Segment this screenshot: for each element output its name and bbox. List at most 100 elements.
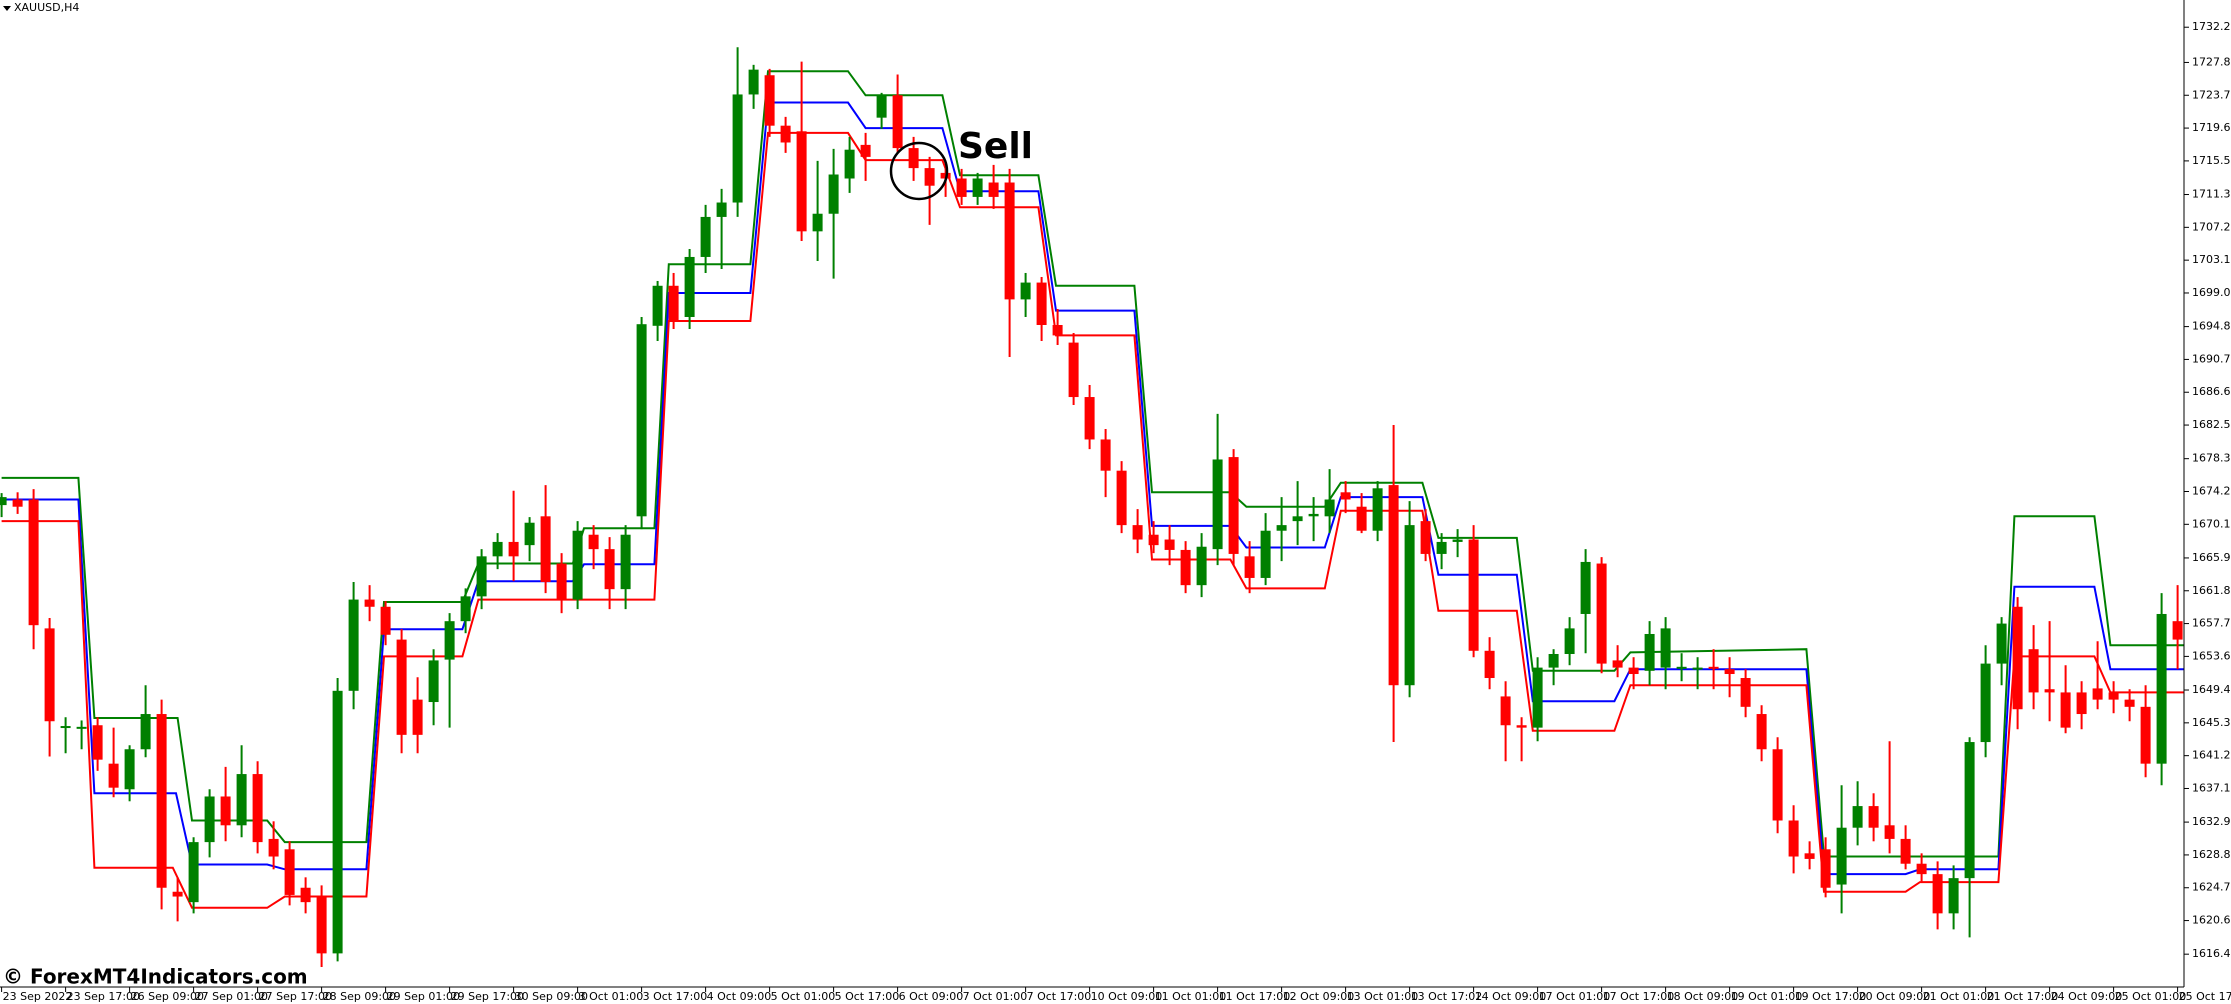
x-tick-label: 14 Oct 09:00: [1475, 990, 1547, 1003]
candle-body: [2108, 692, 2119, 700]
candle-body: [1660, 628, 1671, 668]
y-tick-label: 1699.00: [2192, 286, 2231, 299]
candle-body: [988, 182, 999, 197]
x-tick-label: 10 Oct 09:00: [1091, 990, 1163, 1003]
candle-body: [604, 549, 615, 590]
x-tick-label: 17 Oct 17:00: [1603, 990, 1675, 1003]
candle-body: [2092, 688, 2103, 700]
candle-body: [1420, 521, 1431, 554]
candle-body: [2076, 692, 2087, 715]
x-tick-label: 13 Oct 17:02: [1411, 990, 1483, 1003]
watermark: © ForexMT4Indicators.com: [3, 965, 308, 989]
candle-body: [1884, 825, 1895, 839]
x-tick-label: 4 Oct 09:00: [707, 990, 772, 1003]
candle-body: [908, 148, 919, 169]
y-tick-label: 1727.80: [2192, 55, 2231, 68]
candle-body: [1500, 696, 1511, 726]
x-tick-label: 12 Oct 09:00: [1283, 990, 1355, 1003]
channel-line: [1, 101, 2184, 876]
y-tick-label: 1715.50: [2192, 154, 2231, 167]
x-tick-label: 23 Sep 2022: [3, 990, 73, 1003]
candle-body: [1260, 530, 1271, 578]
candle-body: [700, 216, 711, 257]
channel-line: [1, 131, 2184, 909]
y-tick-label: 1670.10: [2192, 517, 2231, 530]
candle-body: [1372, 488, 1383, 531]
candle-body: [1292, 516, 1303, 522]
candle-body: [380, 606, 391, 635]
plot-area: [0, 47, 2184, 967]
candle-body: [508, 541, 519, 557]
candle-body: [620, 534, 631, 590]
candle-body: [1164, 539, 1175, 550]
y-tick-label: 1624.70: [2192, 881, 2231, 894]
y-tick-label: 1723.70: [2192, 88, 2231, 101]
candle-body: [1452, 539, 1463, 542]
y-tick-label: 1628.80: [2192, 848, 2231, 861]
candle-body: [156, 714, 167, 888]
y-tick-label: 1645.30: [2192, 716, 2231, 729]
x-tick-label: 21 Oct 17:00: [1987, 990, 2059, 1003]
candle-body: [204, 796, 215, 843]
x-tick-label: 7 Oct 01:00: [963, 990, 1028, 1003]
x-tick-label: 18 Oct 09:00: [1667, 990, 1739, 1003]
y-tick-label: 1653.60: [2192, 649, 2231, 662]
candle-body: [1916, 863, 1927, 875]
candle-body: [1740, 678, 1751, 707]
x-tick-label: 27 Sep 01:00: [195, 990, 268, 1003]
candle-body: [1020, 282, 1031, 300]
y-tick-label: 1707.20: [2192, 220, 2231, 233]
y-tick-label: 1657.70: [2192, 617, 2231, 630]
candle-body: [636, 324, 647, 517]
candle-body: [860, 144, 871, 157]
candle-body: [1388, 485, 1399, 686]
y-tick-label: 1616.40: [2192, 947, 2231, 960]
x-tick-label: 30 Sep 09:00: [515, 990, 588, 1003]
candle-body: [1932, 874, 1943, 914]
candle-body: [12, 499, 23, 507]
candle-body: [876, 95, 887, 118]
candle-body: [2012, 606, 2023, 710]
y-tick-label: 1620.60: [2192, 914, 2231, 927]
candle-body: [492, 541, 503, 557]
candle-body: [1484, 650, 1495, 679]
symbol-menu-arrow: [3, 6, 11, 11]
candle-body: [1868, 806, 1879, 828]
candle-body: [364, 599, 375, 607]
candle-body: [812, 213, 823, 232]
candle-body: [972, 178, 983, 197]
y-tick-label: 1682.50: [2192, 418, 2231, 431]
candle-body: [348, 599, 359, 691]
candle-body: [1900, 838, 1911, 864]
candle-body: [1708, 666, 1719, 669]
y-tick-label: 1711.30: [2192, 188, 2231, 201]
candle-body: [1580, 561, 1591, 614]
candle-body: [732, 94, 743, 203]
candle-body: [1324, 499, 1335, 517]
candle-body: [1852, 806, 1863, 828]
candle-body: [1468, 539, 1479, 651]
candle-body: [76, 726, 87, 729]
candle-body: [828, 174, 839, 214]
candle-body: [236, 774, 247, 826]
candle-body: [1548, 653, 1559, 668]
candle-body: [1404, 525, 1415, 686]
x-tick-label: 25 Oct 01:00: [2115, 990, 2187, 1003]
x-tick-label: 19 Oct 01:00: [1731, 990, 1803, 1003]
candle-body: [1804, 853, 1815, 859]
candle-body: [652, 285, 663, 326]
candle-body: [1100, 439, 1111, 471]
x-tick-label: 20 Oct 09:00: [1859, 990, 1931, 1003]
x-tick-label: 7 Oct 17:00: [1027, 990, 1092, 1003]
candle-body: [924, 168, 935, 186]
y-tick-label: 1632.90: [2192, 815, 2231, 828]
x-tick-label: 3 Oct 17:00: [643, 990, 708, 1003]
sell-annotation: Sell: [958, 126, 1033, 167]
candle-body: [1996, 623, 2007, 664]
candle-body: [2044, 689, 2055, 693]
candle-body: [140, 714, 151, 750]
candle-body: [284, 849, 295, 895]
x-tick-label: 26 Sep 09:00: [131, 990, 204, 1003]
